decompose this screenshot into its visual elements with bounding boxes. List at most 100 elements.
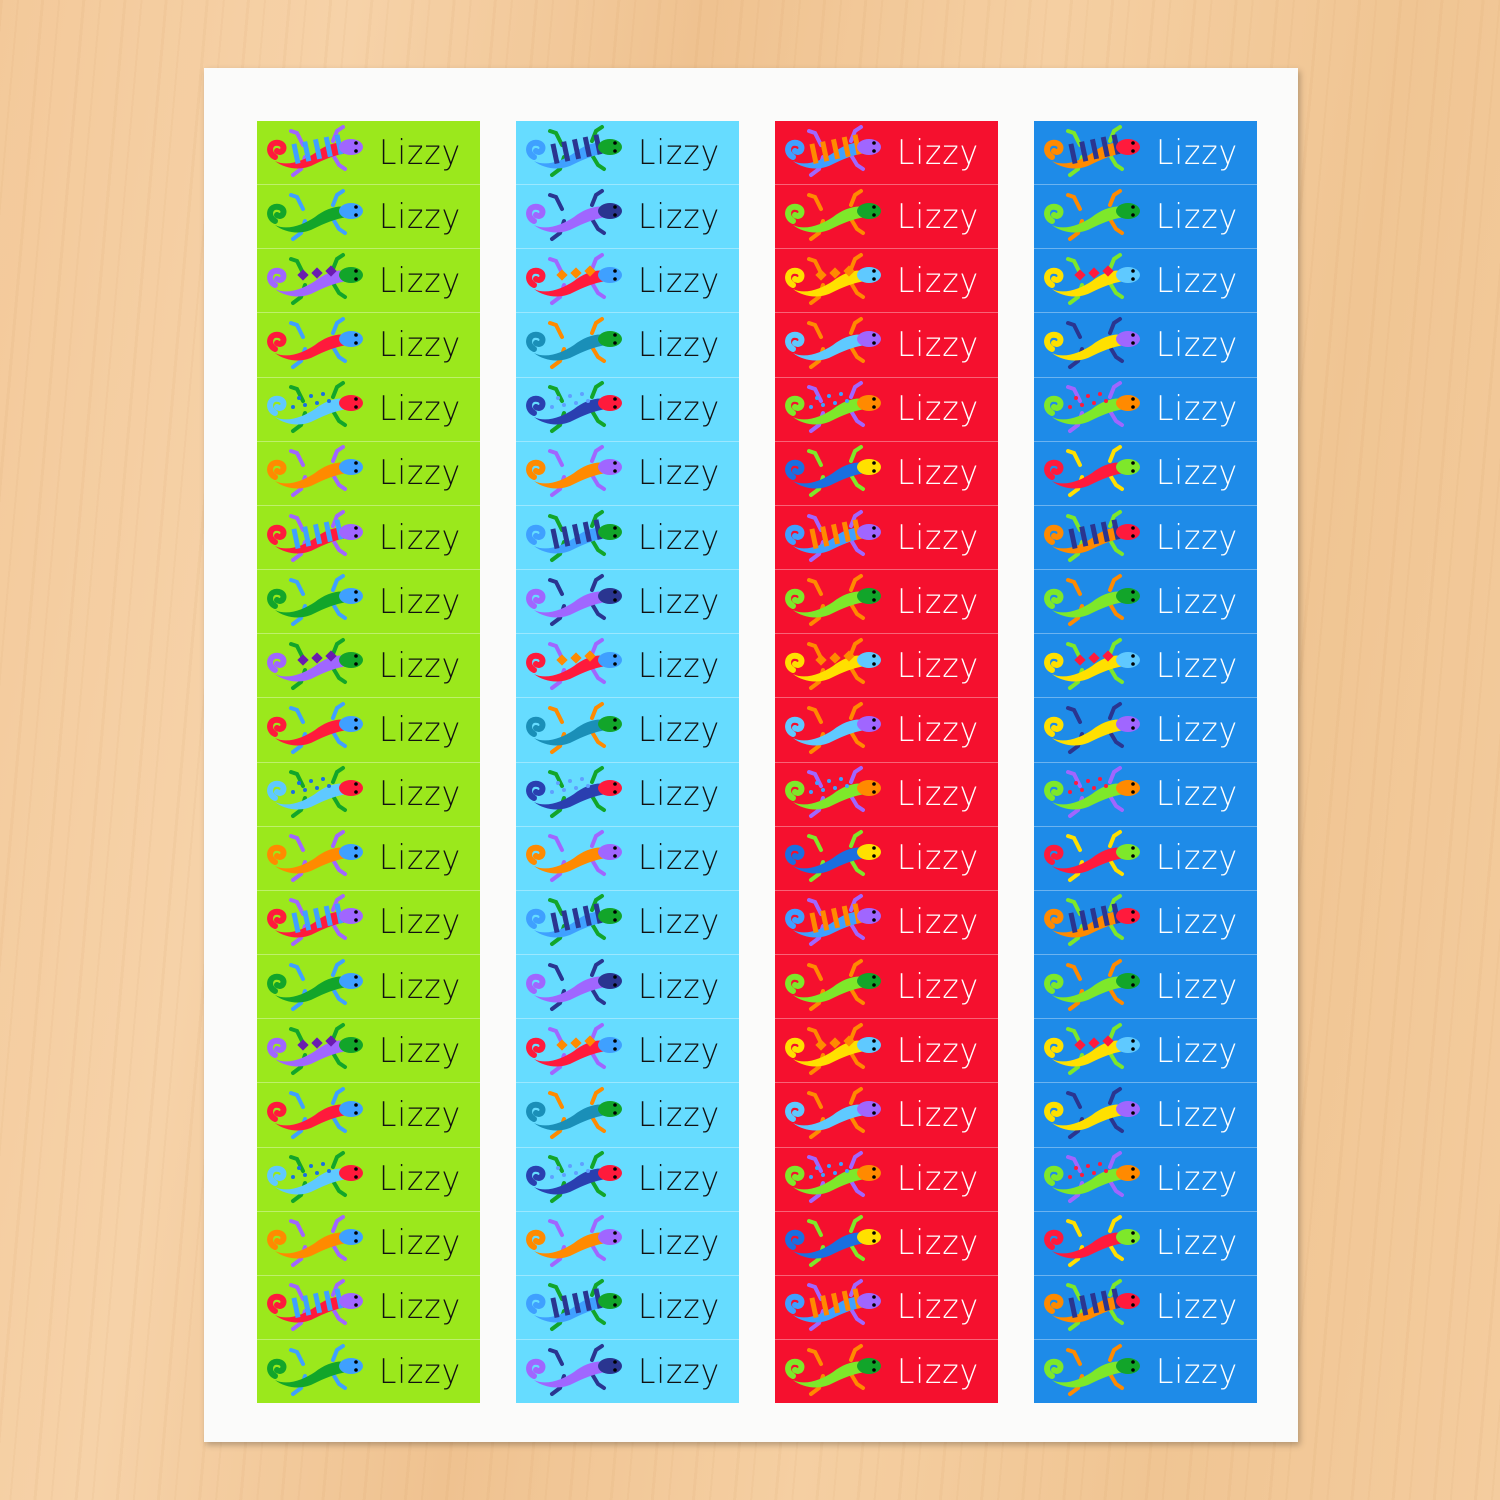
- gecko-icon: [526, 1279, 622, 1332]
- gecko-icon: [1044, 1343, 1140, 1396]
- label-name-text: Lizzy: [379, 1030, 462, 1071]
- gecko-icon: [526, 637, 622, 690]
- gecko-icon: [1044, 317, 1140, 370]
- name-label: Lizzy: [516, 1019, 739, 1084]
- gecko-icon: [785, 894, 881, 947]
- name-label: Lizzy: [775, 763, 998, 827]
- label-name-text: Lizzy: [638, 709, 721, 750]
- name-label: Lizzy: [516, 891, 739, 956]
- gecko-icon: [526, 1215, 622, 1268]
- name-label: Lizzy: [257, 1212, 480, 1276]
- gecko-icon: [267, 445, 363, 498]
- label-name-text: Lizzy: [897, 453, 980, 494]
- label-name-text: Lizzy: [897, 966, 980, 1007]
- label-name-text: Lizzy: [897, 260, 980, 301]
- label-name-text: Lizzy: [897, 325, 980, 366]
- gecko-icon: [1044, 830, 1140, 883]
- gecko-icon: [526, 1022, 622, 1075]
- gecko-icon: [1044, 1151, 1140, 1204]
- name-label: Lizzy: [1034, 185, 1257, 250]
- name-label: Lizzy: [775, 827, 998, 891]
- label-name-text: Lizzy: [638, 325, 721, 366]
- label-name-text: Lizzy: [1156, 1030, 1239, 1071]
- gecko-icon: [785, 317, 881, 370]
- gecko-icon: [1044, 1086, 1140, 1139]
- name-label: Lizzy: [1034, 634, 1257, 699]
- label-name-text: Lizzy: [379, 517, 462, 558]
- name-label: Lizzy: [775, 121, 998, 186]
- name-label: Lizzy: [1034, 955, 1257, 1020]
- gecko-icon: [526, 509, 622, 562]
- label-name-text: Lizzy: [897, 902, 980, 943]
- label-name-text: Lizzy: [1156, 774, 1239, 815]
- name-label: Lizzy: [257, 1148, 480, 1212]
- gecko-icon: [1044, 124, 1140, 177]
- label-name-text: Lizzy: [379, 966, 462, 1007]
- gecko-icon: [1044, 637, 1140, 690]
- name-label: Lizzy: [775, 506, 998, 571]
- label-name-text: Lizzy: [1156, 517, 1239, 558]
- label-name-text: Lizzy: [897, 645, 980, 686]
- label-name-text: Lizzy: [897, 709, 980, 750]
- name-label: Lizzy: [775, 442, 998, 506]
- label-name-text: Lizzy: [638, 517, 721, 558]
- name-label: Lizzy: [1034, 442, 1257, 506]
- name-label: Lizzy: [516, 570, 739, 635]
- gecko-icon: [785, 701, 881, 754]
- gecko-icon: [267, 124, 363, 177]
- gecko-icon: [267, 381, 363, 434]
- gecko-icon: [526, 958, 622, 1011]
- gecko-icon: [526, 1151, 622, 1204]
- gecko-icon: [267, 701, 363, 754]
- name-label: Lizzy: [257, 1083, 480, 1148]
- label-name-text: Lizzy: [1156, 902, 1239, 943]
- name-label: Lizzy: [1034, 1340, 1257, 1403]
- gecko-icon: [526, 894, 622, 947]
- gecko-icon: [785, 637, 881, 690]
- gecko-icon: [526, 317, 622, 370]
- label-name-text: Lizzy: [379, 1223, 462, 1264]
- label-name-text: Lizzy: [897, 838, 980, 879]
- gecko-icon: [1044, 1022, 1140, 1075]
- gecko-icon: [526, 766, 622, 819]
- label-name-text: Lizzy: [897, 517, 980, 558]
- name-label: Lizzy: [1034, 1148, 1257, 1212]
- label-name-text: Lizzy: [638, 838, 721, 879]
- label-name-text: Lizzy: [379, 774, 462, 815]
- name-label: Lizzy: [257, 249, 480, 314]
- label-name-text: Lizzy: [1156, 645, 1239, 686]
- name-label: Lizzy: [516, 1340, 739, 1403]
- label-name-text: Lizzy: [1156, 260, 1239, 301]
- gecko-icon: [1044, 509, 1140, 562]
- gecko-icon: [785, 1022, 881, 1075]
- name-label: Lizzy: [257, 506, 480, 571]
- name-label: Lizzy: [516, 1083, 739, 1148]
- gecko-icon: [267, 1279, 363, 1332]
- gecko-icon: [267, 958, 363, 1011]
- name-label: Lizzy: [257, 313, 480, 378]
- label-name-text: Lizzy: [638, 1030, 721, 1071]
- gecko-icon: [267, 252, 363, 305]
- label-name-text: Lizzy: [1156, 1094, 1239, 1135]
- label-name-text: Lizzy: [379, 645, 462, 686]
- name-label: Lizzy: [1034, 121, 1257, 186]
- label-name-text: Lizzy: [638, 453, 721, 494]
- label-name-text: Lizzy: [379, 1094, 462, 1135]
- name-label: Lizzy: [775, 1276, 998, 1340]
- label-name-text: Lizzy: [379, 260, 462, 301]
- name-label: Lizzy: [775, 185, 998, 250]
- gecko-icon: [267, 830, 363, 883]
- gecko-icon: [785, 509, 881, 562]
- name-label: Lizzy: [257, 570, 480, 635]
- name-label: Lizzy: [1034, 570, 1257, 635]
- label-column: Lizzy Lizzy Lizzy: [257, 121, 480, 1403]
- gecko-icon: [526, 445, 622, 498]
- label-name-text: Lizzy: [1156, 1159, 1239, 1200]
- gecko-icon: [267, 637, 363, 690]
- gecko-icon: [785, 830, 881, 883]
- gecko-icon: [267, 1086, 363, 1139]
- name-label: Lizzy: [516, 1212, 739, 1276]
- label-name-text: Lizzy: [897, 1030, 980, 1071]
- label-name-text: Lizzy: [379, 132, 462, 173]
- name-label: Lizzy: [516, 634, 739, 699]
